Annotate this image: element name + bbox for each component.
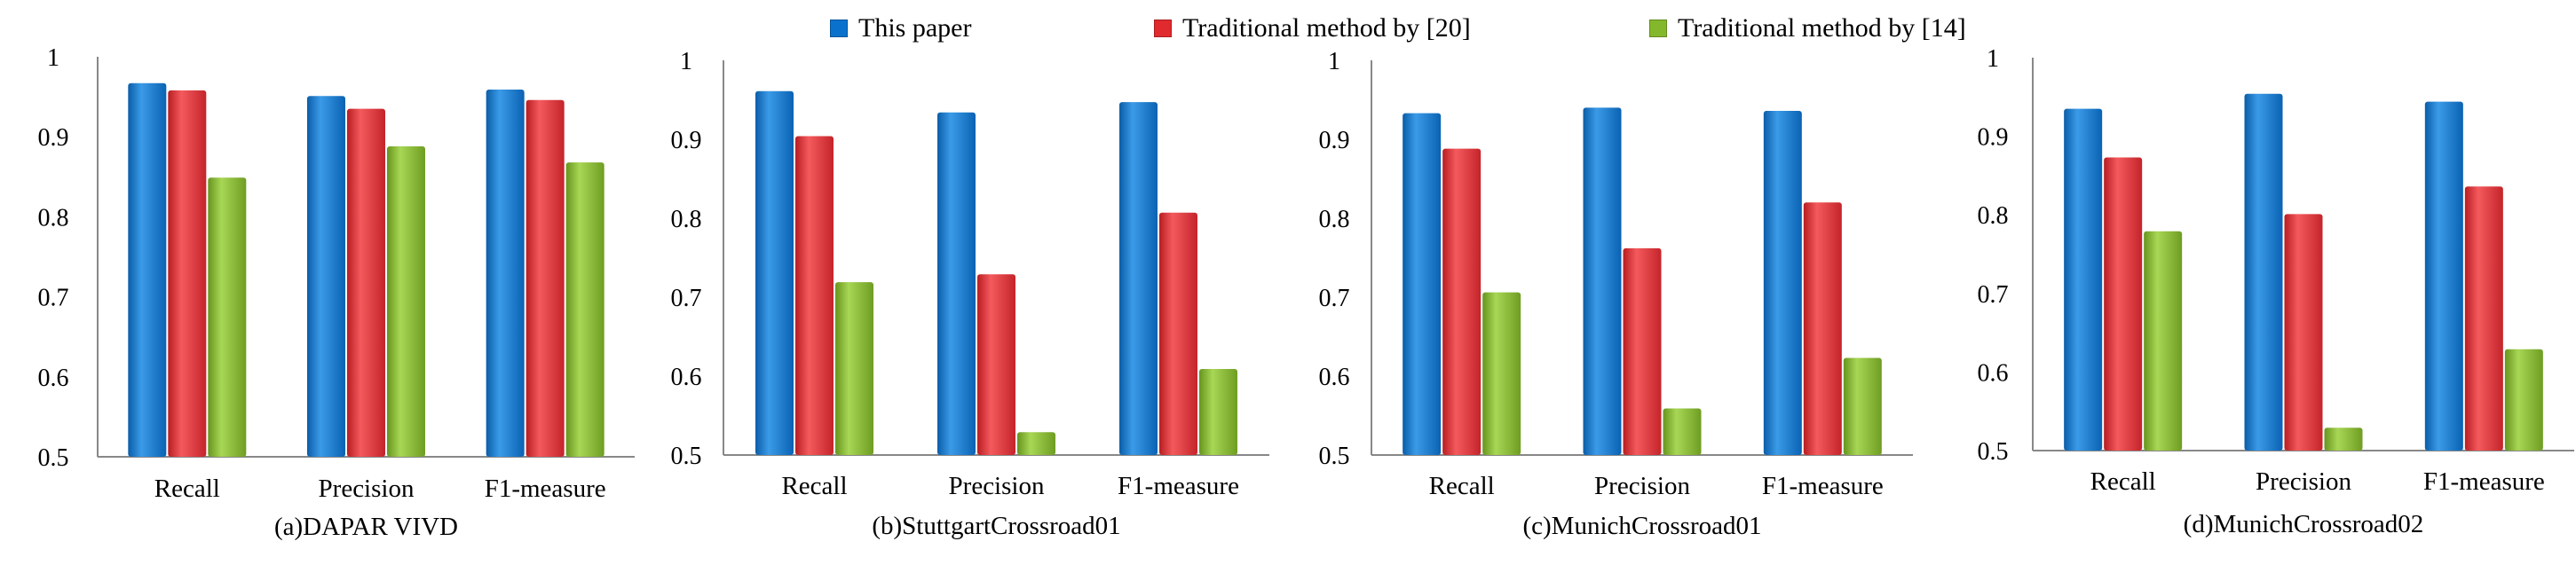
y-tick-label: 0.6 xyxy=(1319,364,1350,391)
y-tick-label: 0.8 xyxy=(38,204,69,231)
legend-item-method-14: Traditional method by [14] xyxy=(1649,7,1966,50)
bar-method-14 xyxy=(2504,349,2543,451)
bar-this-paper xyxy=(1763,110,1802,456)
bar-method-20 xyxy=(977,274,1015,455)
chart-title: (c)MunichCrossroad01 xyxy=(1522,512,1761,540)
bar-method-14 xyxy=(2324,428,2363,451)
bar-method-14 xyxy=(1843,357,1882,455)
y-tick-label: 0.9 xyxy=(1978,124,2009,152)
y-tick-label: 1 xyxy=(1987,45,1999,73)
x-category-label: Recall xyxy=(781,472,847,500)
legend-label: Traditional method by [14] xyxy=(1678,13,1966,43)
y-tick-label: 0.8 xyxy=(1319,206,1350,233)
y-tick-label: 0.7 xyxy=(1319,285,1350,312)
chart-legend: This paper Traditional method by [20] Tr… xyxy=(0,7,2576,50)
bar-method-14 xyxy=(1199,368,1237,455)
y-tick-label: 0.8 xyxy=(1978,202,2009,230)
bar-this-paper xyxy=(128,82,167,458)
y-tick-label: 0.8 xyxy=(671,206,702,233)
x-category-label: F1-measure xyxy=(1118,472,1239,500)
y-tick-label: 0.7 xyxy=(38,285,69,312)
chart-title: (a)DAPAR VIVD xyxy=(274,513,458,541)
y-tick-label: 0.6 xyxy=(1978,359,2009,387)
bar-method-20 xyxy=(1442,148,1482,455)
bar-method-14 xyxy=(2144,231,2183,451)
bar-method-20 xyxy=(2104,157,2143,451)
y-tick-label: 0.7 xyxy=(1978,281,2009,309)
bar-this-paper xyxy=(1403,113,1442,455)
bar-method-14 xyxy=(208,177,247,457)
legend-label: This paper xyxy=(858,13,972,43)
bar-method-20 xyxy=(2284,214,2323,451)
chart-title: (b)StuttgartCrossroad01 xyxy=(872,512,1120,540)
legend-swatch-method-14 xyxy=(1649,20,1667,37)
bar-this-paper xyxy=(1119,102,1158,456)
bar-method-20 xyxy=(347,108,385,457)
y-tick-label: 0.5 xyxy=(1978,438,2009,466)
y-tick-label: 0.9 xyxy=(671,127,702,154)
bar-this-paper xyxy=(2244,93,2283,451)
x-category-label: Recall xyxy=(1429,472,1495,500)
bar-method-14 xyxy=(565,162,604,457)
bar-method-20 xyxy=(1159,212,1197,455)
y-tick-label: 0.6 xyxy=(38,365,69,392)
bar-this-paper xyxy=(2424,101,2463,451)
y-tick-label: 0.7 xyxy=(671,285,702,312)
bar-this-paper xyxy=(755,90,794,456)
x-category-label: Recall xyxy=(154,475,220,503)
x-category-label: F1-measure xyxy=(1762,472,1884,500)
bar-method-20 xyxy=(168,90,207,457)
y-tick-label: 0.9 xyxy=(38,124,69,152)
y-tick-label: 1 xyxy=(1328,48,1340,75)
x-category-label: Precision xyxy=(319,475,415,503)
bar-this-paper xyxy=(486,89,525,458)
bar-this-paper xyxy=(2064,108,2103,451)
legend-item-this-paper: This paper xyxy=(830,7,971,50)
legend-label: Traditional method by [20] xyxy=(1182,13,1471,43)
legend-swatch-this-paper xyxy=(830,20,848,37)
y-tick-label: 0.5 xyxy=(671,443,702,470)
x-category-label: F1-measure xyxy=(485,475,606,503)
y-tick-label: 0.5 xyxy=(38,444,69,472)
bar-method-20 xyxy=(2464,186,2503,451)
x-category-label: F1-measure xyxy=(2423,467,2545,496)
bar-method-20 xyxy=(1803,202,1842,455)
x-category-label: Precision xyxy=(2256,467,2351,496)
y-tick-label: 1 xyxy=(680,48,692,75)
bar-method-20 xyxy=(525,99,565,457)
bar-method-20 xyxy=(1623,247,1662,455)
legend-item-method-20: Traditional method by [20] xyxy=(1154,7,1471,50)
y-tick-label: 1 xyxy=(47,44,59,72)
y-tick-label: 0.9 xyxy=(1319,127,1350,154)
legend-swatch-method-20 xyxy=(1154,20,1172,37)
x-category-label: Recall xyxy=(2090,467,2156,496)
y-tick-label: 0.6 xyxy=(671,364,702,391)
bar-method-14 xyxy=(387,146,425,458)
bar-method-14 xyxy=(1482,292,1521,455)
x-category-label: Precision xyxy=(949,472,1045,500)
chart-title: (d)MunichCrossroad02 xyxy=(2184,510,2424,538)
bar-method-20 xyxy=(795,136,834,455)
x-category-label: Precision xyxy=(1594,472,1690,500)
bar-method-14 xyxy=(1663,408,1702,455)
bar-this-paper xyxy=(307,96,345,457)
bar-this-paper xyxy=(937,112,976,456)
bar-method-14 xyxy=(1017,432,1055,455)
y-tick-label: 0.5 xyxy=(1319,443,1350,470)
bar-method-14 xyxy=(835,282,873,455)
bar-this-paper xyxy=(1583,107,1622,456)
